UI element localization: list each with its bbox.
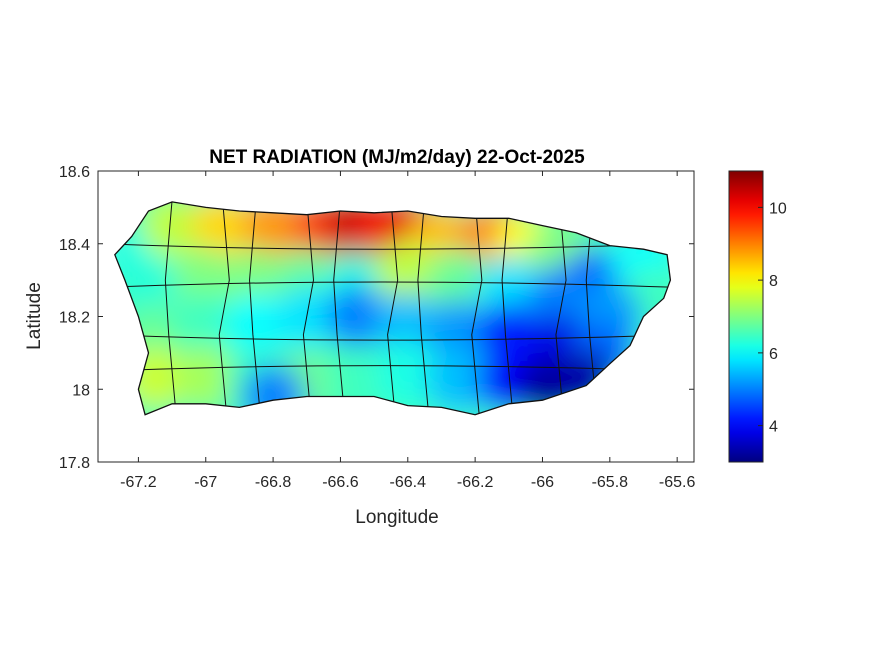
municipality-border — [114, 281, 671, 288]
municipality-border — [333, 201, 346, 415]
field-sample — [375, 240, 440, 305]
municipality-border — [114, 365, 671, 372]
y-tick-label: 18.6 — [59, 164, 90, 181]
y-tick-label: 18.4 — [59, 237, 90, 254]
x-tick-label: -66.2 — [457, 474, 494, 491]
x-tick-label: -66 — [531, 474, 554, 491]
island-outline — [114, 201, 672, 416]
x-tick-label: -66.8 — [255, 474, 292, 491]
y-axis-label: Latitude — [24, 282, 45, 350]
colorbar-tick-label: 6 — [769, 346, 778, 363]
municipality-border — [387, 201, 399, 415]
colorbar-tick-label: 10 — [769, 200, 787, 217]
field-sample — [476, 302, 541, 367]
field-sample — [426, 248, 491, 313]
y-tick-label: 17.8 — [59, 455, 90, 472]
field-sample — [123, 255, 188, 320]
municipality-border — [302, 201, 315, 415]
field-sample — [527, 266, 592, 331]
colorbar — [728, 170, 764, 463]
municipality-border — [164, 201, 178, 415]
x-tick-label: -66.4 — [390, 474, 427, 491]
x-tick-label: -66.6 — [322, 474, 359, 491]
municipality-border — [555, 201, 567, 415]
municipality-border — [471, 201, 483, 415]
field-sample — [426, 299, 491, 364]
municipality-border — [114, 243, 671, 250]
y-tick-label: 18.2 — [59, 310, 90, 327]
field-sample — [325, 346, 390, 411]
y-tick-label: 18 — [72, 382, 90, 399]
x-tick-label: -65.8 — [592, 474, 629, 491]
chart-title: NET RADIATION (MJ/m2/day) 22-Oct-2025 — [209, 147, 585, 168]
x-axis-label: Longitude — [355, 507, 438, 528]
municipality-border — [417, 201, 431, 415]
municipality-border — [501, 201, 515, 415]
colorbar-tick-label: 8 — [769, 273, 778, 290]
municipality-border — [249, 201, 262, 415]
field-sample — [173, 291, 238, 356]
field-sample — [325, 284, 390, 349]
x-tick-label: -67 — [194, 474, 217, 491]
x-tick-label: -65.6 — [659, 474, 696, 491]
field-sample — [476, 255, 541, 320]
municipality-border — [114, 334, 671, 341]
x-tick-label: -67.2 — [120, 474, 157, 491]
municipality-border — [218, 201, 230, 415]
colorbar-tick-label: 4 — [769, 419, 778, 436]
field-sample — [140, 201, 205, 258]
